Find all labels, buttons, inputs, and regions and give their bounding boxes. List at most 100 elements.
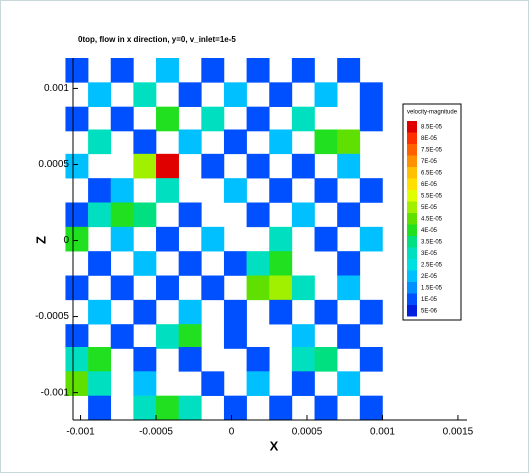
contour-cell — [337, 153, 361, 179]
contour-cell — [337, 129, 361, 155]
x-tick-label: 0.0015 — [443, 427, 474, 438]
legend-swatch — [407, 178, 417, 190]
legend-label: 8E-05 — [421, 136, 438, 142]
contour-cell — [359, 106, 383, 132]
contour-cell — [201, 371, 225, 396]
contour-cell — [88, 202, 112, 228]
legend-label: 7E-05 — [421, 159, 438, 165]
legend-label: 4E-05 — [421, 228, 438, 234]
contour-cell — [314, 129, 338, 155]
contour-cell — [110, 202, 134, 228]
contour-cell — [110, 324, 134, 349]
contour-cell — [110, 275, 134, 301]
legend-label: 5E-05 — [421, 205, 438, 211]
legend-swatch — [407, 259, 417, 271]
legend-label: 4.5E-05 — [421, 217, 443, 223]
contour-cell — [291, 346, 315, 372]
legend-swatch — [407, 121, 417, 133]
contour-cell — [291, 153, 315, 179]
legend-label: 1.5E-05 — [421, 286, 443, 292]
contour-cell — [65, 226, 89, 252]
legend-swatch — [407, 236, 417, 248]
contour-cell — [337, 275, 361, 301]
contour-cell — [337, 58, 361, 83]
contour-cell — [88, 395, 112, 421]
x-tick-label: -0.0005 — [139, 427, 173, 438]
contour-cell — [65, 106, 89, 132]
y-tick-label: 0.001 — [44, 83, 69, 94]
legend-swatch — [407, 132, 417, 144]
contour-cell — [246, 251, 270, 276]
contour-cell — [178, 202, 202, 228]
contour-cell — [359, 346, 383, 372]
contour-cell — [156, 106, 179, 132]
contour-cell — [314, 299, 338, 325]
contour-cell — [178, 395, 202, 421]
contour-cell — [223, 251, 247, 276]
contour-cell — [178, 346, 202, 372]
contour-cell — [246, 275, 270, 301]
contour-cell — [65, 371, 89, 396]
contour-cell — [246, 153, 270, 179]
contour-cell — [359, 178, 383, 203]
contour-cell — [337, 202, 361, 228]
contour-cell — [246, 202, 270, 228]
legend-swatch — [407, 270, 417, 282]
contour-cell — [201, 275, 225, 301]
contour-cell — [65, 275, 89, 301]
legend-label: 8.5E-05 — [421, 125, 443, 131]
legend-swatch — [407, 144, 417, 156]
contour-cell — [65, 58, 89, 83]
contour-cell — [314, 82, 338, 107]
contour-cell — [359, 299, 383, 325]
contour-cell — [133, 202, 157, 228]
contour-cell — [156, 395, 179, 421]
contour-cell — [156, 153, 179, 179]
contour-cell — [65, 324, 89, 349]
contour-cell — [133, 153, 157, 179]
contour-cell — [246, 106, 270, 132]
contour-cell — [269, 299, 293, 325]
legend-label: 2E-05 — [421, 274, 438, 280]
contour-cell — [291, 275, 315, 301]
contour-cell — [133, 251, 157, 276]
x-tick-label: 0 — [229, 427, 235, 438]
contour-cell — [133, 82, 157, 107]
contour-cell — [269, 82, 293, 107]
legend-label: 5.5E-05 — [421, 194, 443, 200]
contour-cell — [88, 129, 112, 155]
contour-cell — [156, 58, 179, 83]
contour-cell — [201, 153, 225, 179]
contour-cell — [110, 226, 134, 252]
contour-cell — [110, 106, 134, 132]
contour-cell — [223, 82, 247, 107]
contour-cell — [133, 395, 157, 421]
contour-cell — [65, 202, 89, 228]
contour-cell — [246, 371, 270, 396]
contour-cell — [88, 346, 112, 372]
legend-swatch — [407, 155, 417, 167]
contour-cell — [178, 251, 202, 276]
contour-cell — [223, 299, 247, 325]
contour-cell — [156, 275, 179, 301]
contour-cell — [359, 226, 383, 252]
contour-cell — [65, 346, 89, 372]
contour-cell — [88, 82, 112, 107]
contour-cell — [178, 129, 202, 155]
contour-cell — [178, 324, 202, 349]
legend-swatch — [407, 282, 417, 294]
legend-label: 1E-05 — [421, 297, 438, 303]
y-axis-label: Z — [33, 236, 48, 244]
legend-label: 2.5E-05 — [421, 263, 443, 269]
contour-cell — [156, 324, 179, 349]
contour-cell — [223, 178, 247, 203]
legend-swatch — [407, 190, 417, 202]
legend-label: 6E-05 — [421, 182, 438, 188]
contour-field — [65, 58, 383, 421]
legend-label: 3.5E-05 — [421, 240, 443, 246]
contour-cell — [337, 371, 361, 396]
y-tick-label: -0.0005 — [35, 311, 69, 322]
contour-cell — [223, 129, 247, 155]
contour-cell — [133, 129, 157, 155]
x-tick-label: 0.0005 — [292, 427, 323, 438]
